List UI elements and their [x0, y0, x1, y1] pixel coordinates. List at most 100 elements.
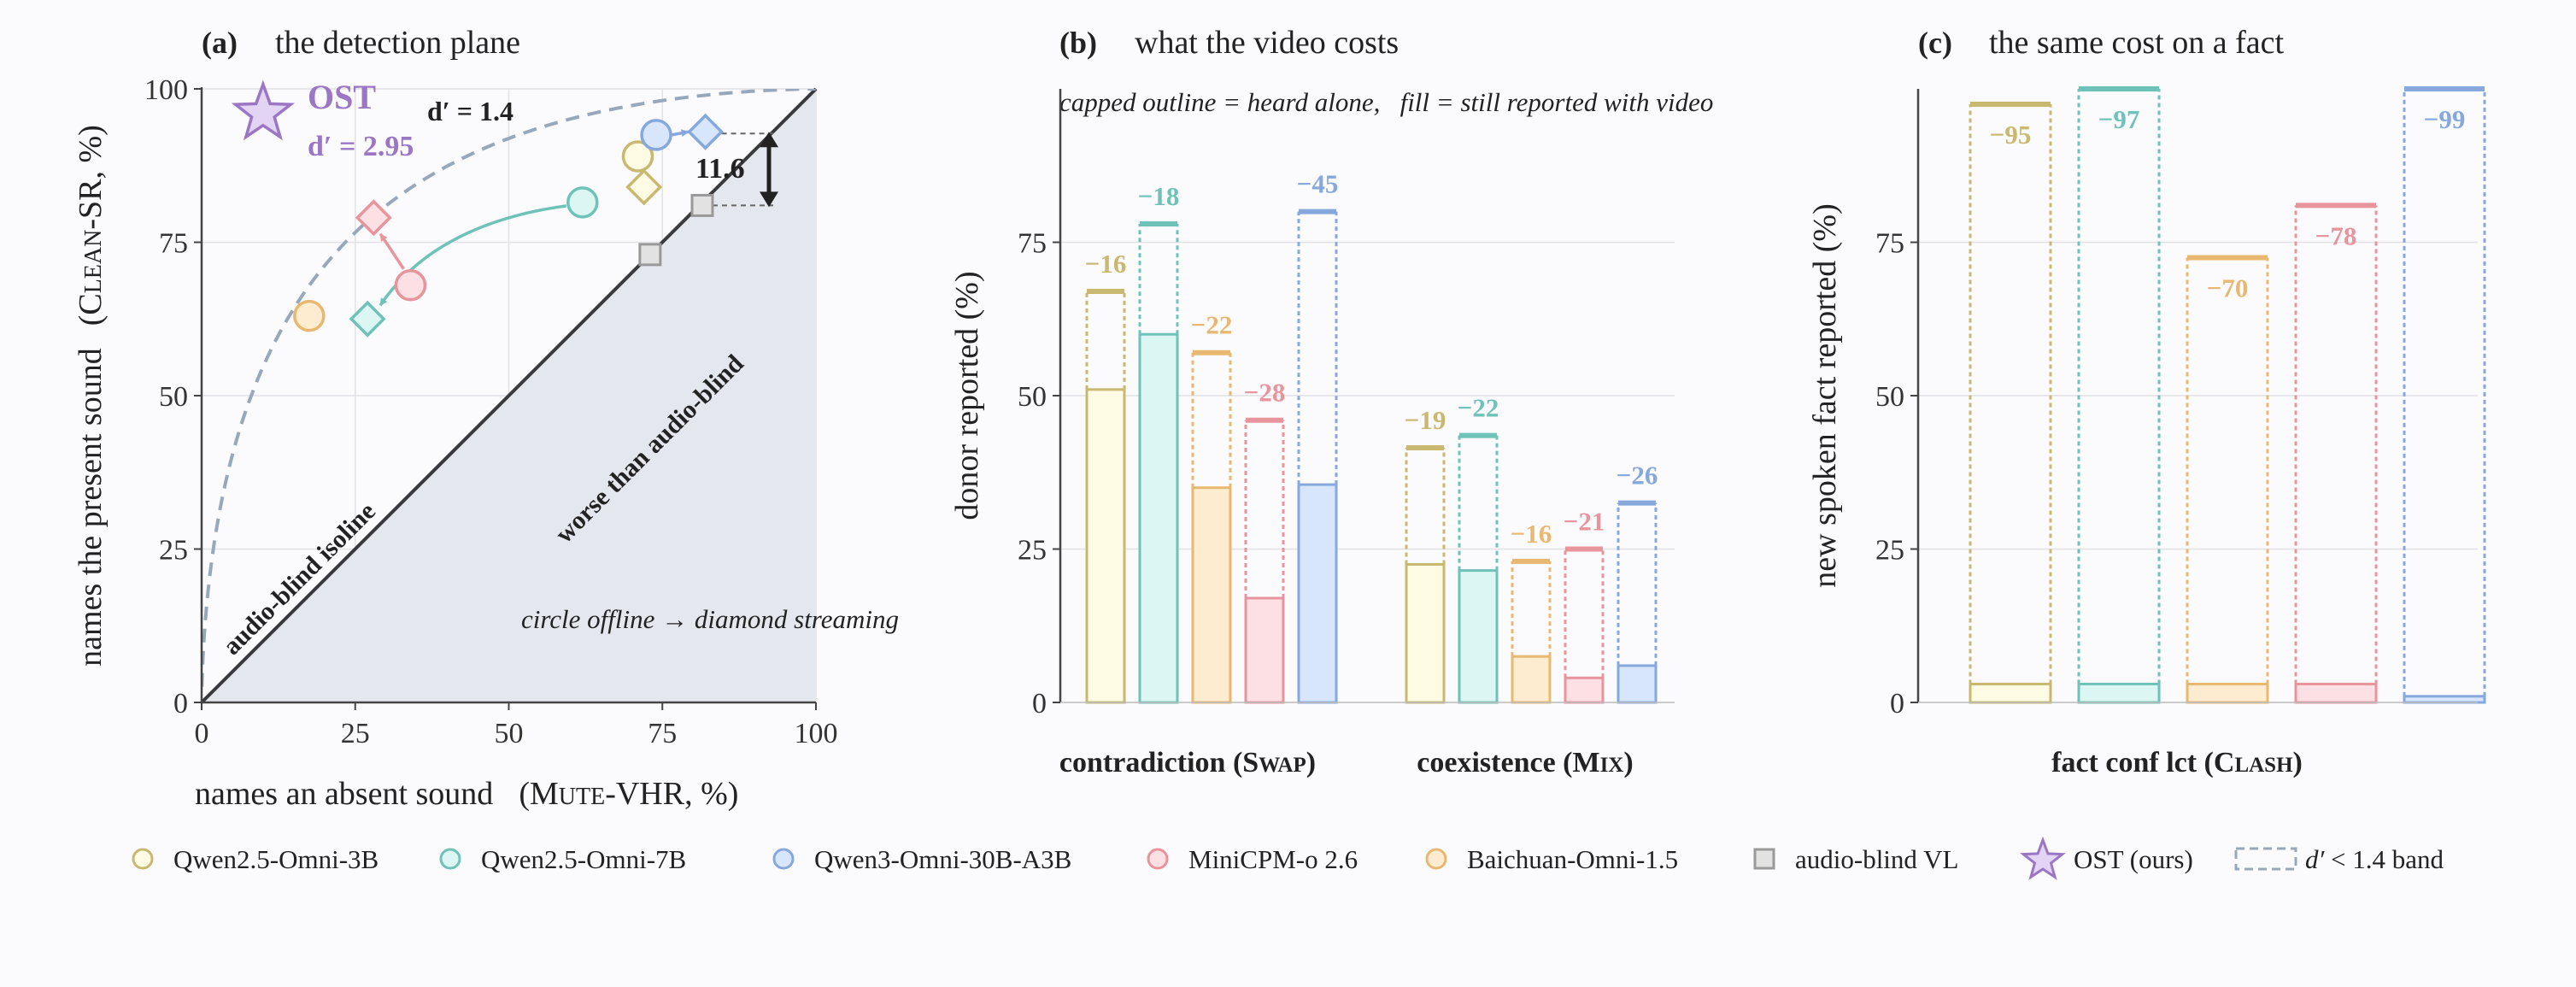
legend-item-dprime-band: d′ < 1.4 band — [2234, 844, 2444, 874]
baichuan-delta-label: −22 — [1191, 310, 1233, 340]
gap-arrow-head-down — [760, 191, 778, 208]
y-tick-label: 75 — [1875, 228, 1904, 260]
baichuan-alone-outline — [1191, 352, 1232, 488]
panel-a-ylabel: names the present sound(CLEAN-SR, %) — [73, 125, 109, 667]
baichuan-video-bar — [1191, 486, 1232, 704]
panel-a-title: the detection plane — [275, 25, 520, 61]
y-tick-label: 0 — [1032, 688, 1047, 720]
audio-blind-point — [690, 193, 714, 217]
star-icon — [2020, 836, 2066, 880]
baichuan-video-bar — [2186, 682, 2269, 704]
ost-star-point — [231, 79, 296, 141]
q3b-delta-label: −16 — [1085, 249, 1127, 279]
minicpm-delta-label: −21 — [1564, 507, 1605, 537]
minicpm-shift-arrow — [378, 232, 405, 270]
panel-c-axes: 0 25 50 75 — [1875, 89, 2478, 720]
panel-c-group-label: fact conf lct (CLASH) — [2051, 747, 2303, 778]
y-tick-label: 25 — [1875, 535, 1904, 567]
q7b-alone-outline — [1138, 223, 1179, 335]
x-tick-label: 25 — [341, 718, 370, 749]
x-tick-label: 0 — [195, 718, 209, 749]
panel-a-xlabel: names an absent sound (MUTE-VHR, %) — [195, 776, 738, 812]
minicpm-alone-outline — [1564, 549, 1605, 679]
panel-b-bars: −16 −18 −22 −28 −45 −19 −22 −16 −21 −26 — [1085, 169, 1658, 704]
panel-a-audio-blind-region — [200, 87, 818, 704]
panel-b-group-label-swap: contradiction (SWAP) — [1059, 747, 1316, 778]
legend-label: Baichuan-Omni-1.5 — [1467, 844, 1678, 874]
q7b-streaming-point — [349, 300, 386, 338]
panel-c-title: the same cost on a fact — [1989, 25, 2284, 61]
q7b-video-bar — [1138, 332, 1179, 704]
baichuan-alone-outline — [2186, 257, 2269, 684]
x-tick-label: 100 — [795, 718, 838, 749]
q7b-alone-outline — [1458, 435, 1499, 571]
q30b-offline-point — [640, 119, 672, 151]
q3b-alone-outline — [1085, 291, 1126, 390]
q30b-alone-outline — [1617, 502, 1658, 666]
y-tick-label: 75 — [159, 228, 188, 260]
q30b-video-bar — [1297, 483, 1338, 704]
panel-c-grid — [1918, 241, 2478, 550]
q3b-streaming-point — [625, 168, 663, 206]
panel-b-title: what the video costs — [1135, 25, 1399, 61]
audio-blind-isoline — [200, 87, 818, 704]
q7b-delta-label: −22 — [1458, 393, 1499, 423]
y-tick-label: 25 — [159, 535, 188, 567]
q30b-delta-label: −45 — [1297, 169, 1339, 199]
q7b-video-bar — [2077, 682, 2161, 704]
panel-b-group-label-mix: coexistence (MIX) — [1417, 747, 1633, 778]
panel-a-marks — [231, 79, 778, 338]
panel-b-subtitle: capped outline = heard alone, fill = sti… — [1059, 87, 1713, 117]
q3b-video-bar — [1969, 682, 2052, 704]
panel-c-fact-cost: (c) the same cost on a fact −95 −97 −70 −78… — [1807, 25, 2486, 778]
panel-c-ylabel: new spoken fact reported (%) — [1807, 203, 1843, 587]
dashed-box-icon — [2234, 847, 2297, 871]
y-tick-label: 50 — [159, 381, 188, 413]
audio-blind-point — [638, 243, 662, 267]
legend-label-prefix: d′ — [2305, 844, 2326, 874]
panel-a-detection-plane: (a) the detection plane 00 25 25 50 50 75 75 10… — [73, 25, 899, 812]
y-tick-label: 75 — [1018, 228, 1047, 260]
q7b-video-bar — [1458, 569, 1499, 704]
legend-label: MiniCPM-o 2.6 — [1188, 844, 1358, 874]
q3b-video-bar — [1085, 388, 1126, 704]
minicpm-video-bar — [1564, 676, 1605, 704]
q30b-alone-outline — [2403, 89, 2486, 696]
y-tick-label: 25 — [1018, 535, 1047, 567]
ost-dprime-label: d′ = 2.95 — [308, 131, 414, 162]
legend-item-q7b: Qwen2.5-Omni-7B — [439, 844, 686, 874]
y-tick-label: 0 — [1890, 688, 1904, 720]
panel-a-tag: (a) — [202, 26, 238, 60]
circle-outline-icon — [1147, 848, 1169, 870]
q30b-streaming-point — [687, 113, 725, 150]
legend-label: Qwen2.5-Omni-7B — [481, 844, 686, 874]
minicpm-alone-outline — [2294, 205, 2378, 684]
panel-b-tag: (b) — [1059, 26, 1097, 60]
minicpm-delta-label: −78 — [2315, 220, 2357, 250]
circle-outline-icon — [772, 848, 795, 870]
q3b-delta-label: −19 — [1405, 405, 1446, 435]
panel-a-band-label: d′ = 1.4 — [427, 96, 513, 126]
q3b-offline-point — [621, 140, 654, 173]
square-icon — [1753, 848, 1775, 870]
q30b-alone-outline — [1297, 211, 1338, 485]
panel-a-axes: 00 25 25 50 50 75 75 100 100 — [144, 74, 838, 749]
legend-item-ost: OST (ours) — [2020, 836, 2193, 880]
legend-item-blind: audio-blind VL — [1753, 844, 1958, 874]
minicpm-offline-point — [394, 269, 427, 302]
legend: Qwen2.5-Omni-3B Qwen2.5-Omni-7B Qwen3-Omni… — [132, 836, 2444, 880]
minicpm-video-bar — [2294, 682, 2378, 704]
q3b-delta-label: −95 — [1990, 120, 2032, 150]
legend-label: Qwen3-Omni-30B-A3B — [814, 844, 1071, 874]
x-tick-label: 50 — [495, 718, 524, 749]
legend-label-text: < 1.4 band — [2324, 844, 2444, 874]
q30b-video-bar — [2403, 695, 2486, 704]
panel-b-ylabel: donor reported (%) — [949, 271, 985, 520]
q3b-alone-outline — [1405, 448, 1446, 565]
q7b-alone-outline — [2077, 89, 2161, 684]
baichuan-delta-label: −70 — [2207, 273, 2249, 303]
q30b-delta-label: −99 — [2424, 104, 2466, 134]
panel-a-gap-label: 11.6 — [695, 153, 745, 185]
baichuan-offline-point — [293, 299, 326, 332]
legend-item-minicpm: MiniCPM-o 2.6 — [1147, 844, 1358, 874]
